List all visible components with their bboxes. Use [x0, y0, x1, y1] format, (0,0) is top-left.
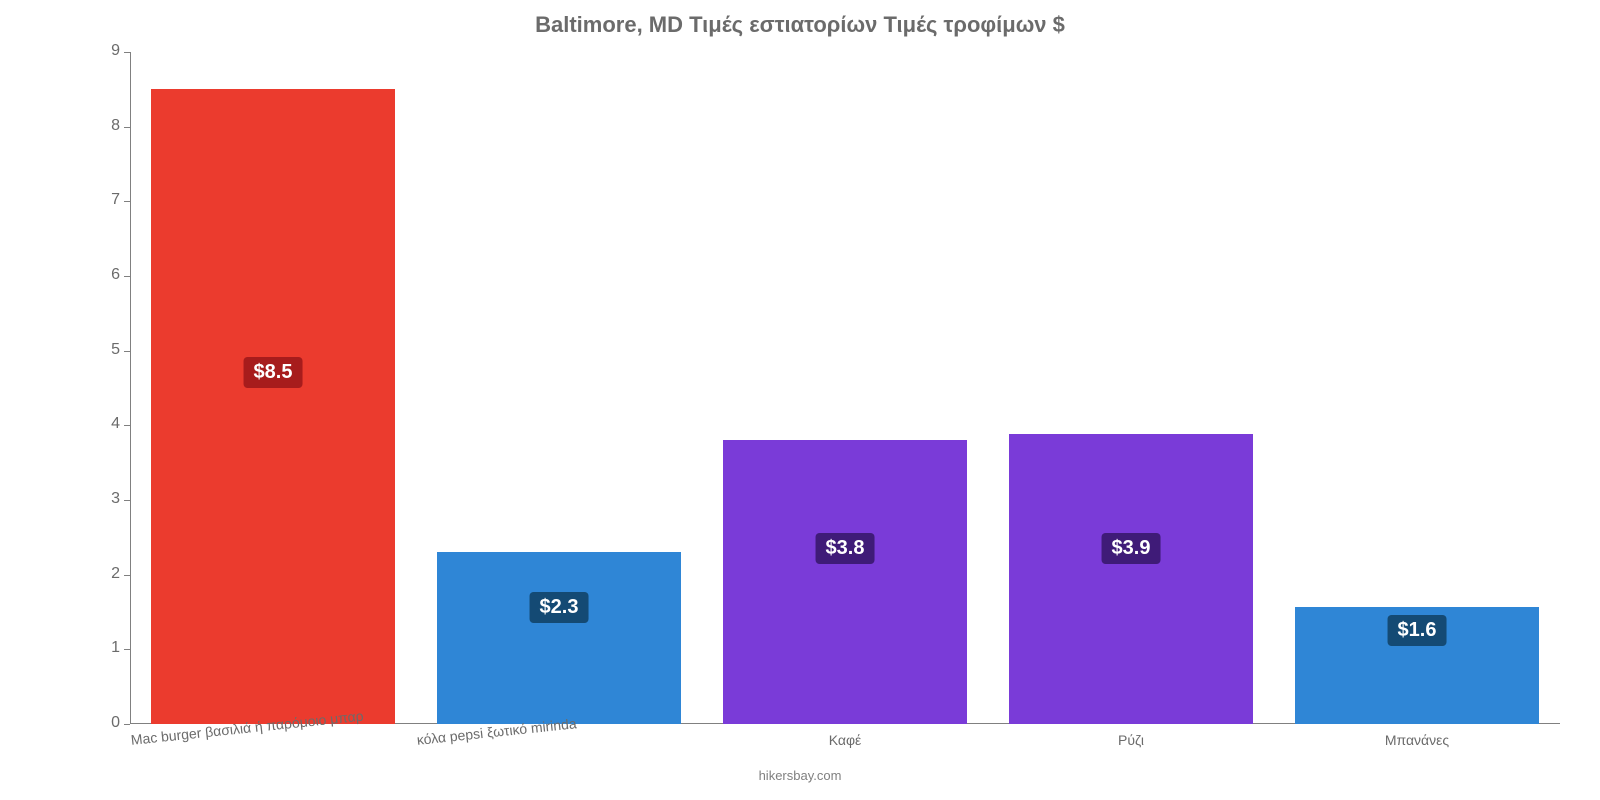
- chart-title: Baltimore, MD Τιμές εστιατορίων Τιμές τρ…: [0, 12, 1600, 38]
- y-tick-mark: [124, 201, 130, 202]
- y-tick-label: 9: [111, 42, 120, 60]
- x-tick-label: Μπανάνες: [1385, 732, 1449, 748]
- bar: [723, 440, 966, 724]
- bar-value-badge: $3.8: [816, 533, 875, 564]
- y-tick-label: 2: [111, 565, 120, 583]
- bar-slot: $1.6Μπανάνες: [1274, 52, 1560, 724]
- y-tick-label: 0: [111, 714, 120, 732]
- bar: [1009, 434, 1252, 724]
- y-tick-mark: [124, 52, 130, 53]
- bar-value-badge: $1.6: [1388, 615, 1447, 646]
- x-tick-label: Ρύζι: [1118, 732, 1144, 748]
- y-tick-label: 5: [111, 341, 120, 359]
- y-tick-label: 3: [111, 490, 120, 508]
- bar-value-badge: $3.9: [1102, 533, 1161, 564]
- attribution-text: hikersbay.com: [0, 768, 1600, 783]
- y-tick-mark: [124, 276, 130, 277]
- y-tick-label: 8: [111, 117, 120, 135]
- bar-slot: $8.5Mac burger βασιλιά ή παρόμοιο μπαρ: [130, 52, 416, 724]
- bar-value-badge: $8.5: [244, 357, 303, 388]
- y-tick-label: 4: [111, 415, 120, 433]
- bar: [151, 89, 394, 724]
- y-tick-label: 1: [111, 639, 120, 657]
- y-tick-label: 6: [111, 266, 120, 284]
- y-tick-label: 7: [111, 191, 120, 209]
- bar-value-badge: $2.3: [530, 592, 589, 623]
- x-tick-label: Καφέ: [829, 732, 862, 748]
- bar-slot: $3.9Ρύζι: [988, 52, 1274, 724]
- plot-area: $8.5Mac burger βασιλιά ή παρόμοιο μπαρ$2…: [130, 52, 1560, 724]
- y-tick-mark: [124, 724, 130, 725]
- chart-container: Baltimore, MD Τιμές εστιατορίων Τιμές τρ…: [0, 0, 1600, 800]
- bar-slot: $3.8Καφέ: [702, 52, 988, 724]
- y-tick-mark: [124, 649, 130, 650]
- y-tick-mark: [124, 351, 130, 352]
- bar-slot: $2.3κόλα pepsi ξωτικό mirinda: [416, 52, 702, 724]
- y-tick-mark: [124, 425, 130, 426]
- bar: [437, 552, 680, 724]
- y-tick-mark: [124, 127, 130, 128]
- bars-layer: $8.5Mac burger βασιλιά ή παρόμοιο μπαρ$2…: [130, 52, 1560, 724]
- y-tick-mark: [124, 500, 130, 501]
- y-tick-mark: [124, 575, 130, 576]
